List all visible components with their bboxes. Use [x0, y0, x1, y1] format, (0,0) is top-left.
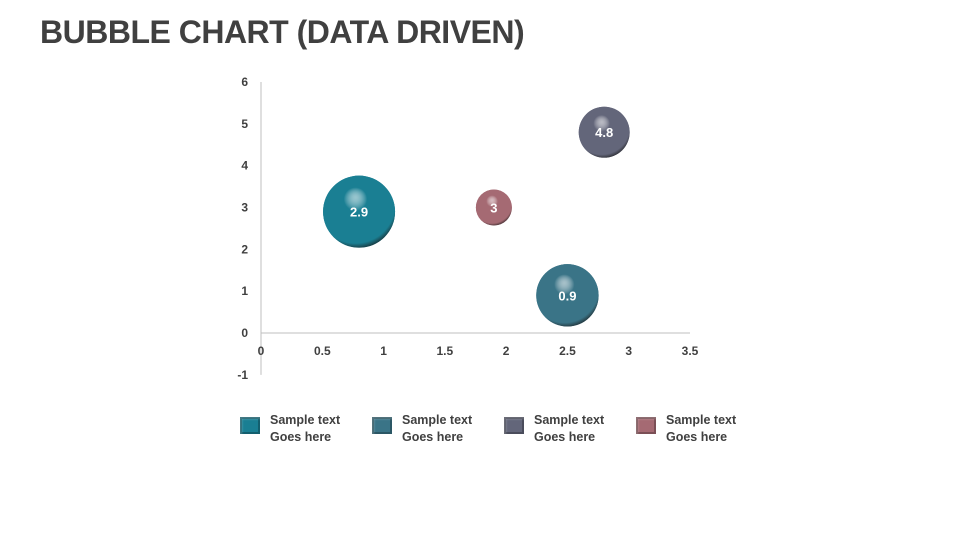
legend-item: Sample text Goes here [636, 412, 768, 446]
x-tick-label: 1.5 [437, 344, 454, 358]
x-tick-label: 0 [258, 344, 265, 358]
bubble-shading [578, 106, 630, 158]
legend-line2: Goes here [534, 430, 596, 444]
legend-item: Sample text Goes here [504, 412, 636, 446]
legend-line1: Sample text [666, 413, 737, 427]
legend-swatch [372, 417, 392, 434]
bubble-data-label: 4.8 [595, 125, 613, 140]
x-tick-label: 0.5 [314, 344, 331, 358]
legend-line2: Goes here [666, 430, 728, 444]
bubble-shading [323, 175, 396, 248]
y-tick-label: 0 [241, 326, 248, 340]
x-tick-label: 1 [380, 344, 387, 358]
bubble-data-label: 2.9 [350, 205, 368, 220]
legend-line2: Goes here [270, 430, 332, 444]
bubble-data-label: 0.9 [558, 288, 576, 303]
y-tick-label: -1 [237, 368, 248, 382]
x-tick-label: 2.5 [559, 344, 576, 358]
legend-line1: Sample text [402, 413, 473, 427]
y-tick-label: 5 [241, 117, 248, 131]
legend-swatch [636, 417, 656, 434]
bubble-shading [475, 189, 512, 226]
page-title: BUBBLE CHART (DATA DRIVEN) [40, 14, 525, 50]
legend-item: Sample text Goes here [240, 412, 372, 446]
legend-item: Sample text Goes here [372, 412, 504, 446]
legend-line2: Goes here [402, 430, 464, 444]
x-tick-label: 3.5 [682, 344, 699, 358]
x-tick-label: 3 [625, 344, 632, 358]
y-tick-label: 6 [241, 75, 248, 89]
legend-swatch [240, 417, 260, 434]
legend: Sample text Goes here Sample text Goes her… [240, 412, 768, 446]
legend-swatch [504, 417, 524, 434]
y-tick-label: 4 [241, 159, 248, 173]
x-tick-label: 2 [503, 344, 510, 358]
bubble-data-label: 3 [490, 201, 497, 216]
bubble-shading [536, 264, 599, 327]
y-tick-label: 2 [241, 242, 248, 256]
legend-line1: Sample text [270, 413, 341, 427]
y-tick-label: 1 [241, 284, 248, 298]
y-tick-label: 3 [241, 201, 248, 215]
legend-line1: Sample text [534, 413, 605, 427]
